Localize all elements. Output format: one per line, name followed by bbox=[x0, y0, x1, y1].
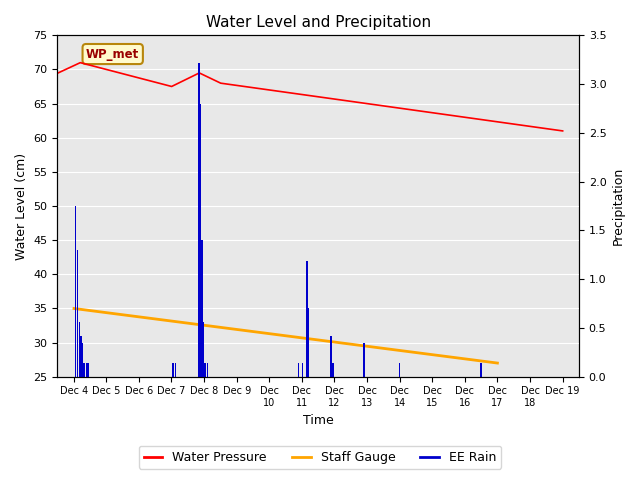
Bar bbox=[204, 363, 206, 377]
Bar bbox=[201, 240, 203, 377]
Text: WP_met: WP_met bbox=[86, 48, 140, 60]
Bar bbox=[200, 104, 201, 377]
Bar bbox=[86, 363, 88, 377]
Bar bbox=[88, 363, 89, 377]
Bar bbox=[202, 322, 204, 377]
Bar bbox=[207, 363, 208, 377]
Bar bbox=[83, 363, 85, 377]
Bar bbox=[330, 336, 332, 377]
Bar bbox=[481, 363, 482, 377]
Bar bbox=[198, 63, 200, 377]
Y-axis label: Water Level (cm): Water Level (cm) bbox=[15, 153, 28, 260]
Bar bbox=[172, 363, 174, 377]
Bar bbox=[74, 206, 76, 377]
X-axis label: Time: Time bbox=[303, 414, 333, 427]
Title: Water Level and Precipitation: Water Level and Precipitation bbox=[205, 15, 431, 30]
Bar bbox=[79, 322, 81, 377]
Bar bbox=[301, 363, 303, 377]
Bar bbox=[81, 343, 83, 377]
Y-axis label: Precipitation: Precipitation bbox=[612, 167, 625, 245]
Bar bbox=[307, 309, 308, 377]
Bar bbox=[298, 363, 300, 377]
Bar bbox=[363, 343, 365, 377]
Bar bbox=[399, 363, 401, 377]
Bar bbox=[332, 363, 333, 377]
Legend: Water Pressure, Staff Gauge, EE Rain: Water Pressure, Staff Gauge, EE Rain bbox=[139, 446, 501, 469]
Bar bbox=[77, 251, 79, 377]
Bar bbox=[306, 261, 308, 377]
Bar bbox=[175, 363, 176, 377]
Bar bbox=[80, 336, 82, 377]
